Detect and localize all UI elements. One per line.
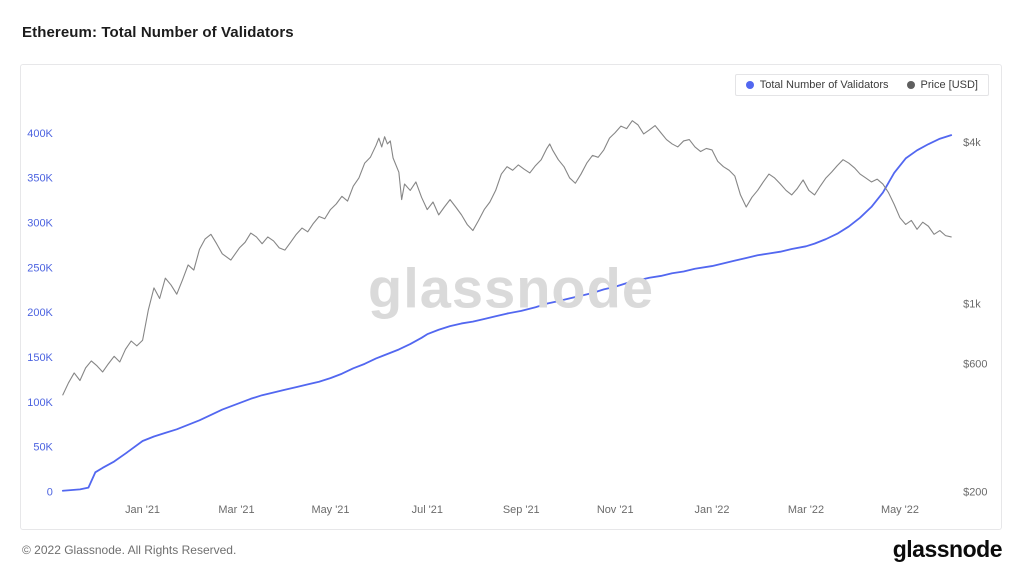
svg-text:250K: 250K	[27, 262, 53, 274]
svg-text:150K: 150K	[27, 352, 53, 364]
svg-text:Jan '22: Jan '22	[695, 504, 730, 516]
svg-text:May '22: May '22	[881, 504, 919, 516]
svg-text:50K: 50K	[33, 442, 53, 454]
footer-copyright: © 2022 Glassnode. All Rights Reserved.	[22, 543, 237, 557]
svg-text:$600: $600	[963, 358, 987, 370]
glassnode-logo: glassnode	[892, 536, 1003, 562]
svg-text:$1k: $1k	[963, 299, 981, 311]
page-title: Ethereum: Total Number of Validators	[22, 24, 294, 41]
svg-text:Jan '21: Jan '21	[125, 504, 160, 516]
svg-text:Nov '21: Nov '21	[597, 504, 634, 516]
legend-item-price[interactable]: Price [USD]	[906, 79, 978, 91]
svg-text:100K: 100K	[27, 397, 53, 409]
svg-text:May '21: May '21	[311, 504, 349, 516]
chart-svg[interactable]: 0 50K 100K 150K 200K 250K 300K 350K 400K $200 $600…	[21, 65, 1001, 529]
svg-text:Mar '22: Mar '22	[788, 504, 824, 516]
legend-item-label: Price [USD]	[920, 79, 978, 91]
svg-text:Mar '21: Mar '21	[218, 504, 254, 516]
legend-item-validators[interactable]: Total Number of Validators	[745, 79, 889, 91]
svg-text:$200: $200	[963, 487, 987, 499]
price-series-dot-icon	[906, 81, 915, 89]
svg-text:$4k: $4k	[963, 137, 981, 149]
validators-series-dot-icon	[745, 81, 754, 89]
svg-text:300K: 300K	[27, 217, 53, 229]
svg-text:350K: 350K	[27, 173, 53, 185]
svg-text:Jul '21: Jul '21	[412, 504, 443, 516]
svg-text:400K: 400K	[27, 128, 53, 140]
svg-text:200K: 200K	[27, 307, 53, 319]
chart-card: Total Number of Validators Price [USD] g…	[20, 64, 1002, 530]
svg-text:0: 0	[47, 487, 53, 499]
chart-legend: Total Number of Validators Price [USD]	[734, 74, 989, 96]
svg-text:Sep '21: Sep '21	[503, 504, 540, 516]
legend-item-label: Total Number of Validators	[759, 79, 889, 91]
watermark: glassnode	[368, 256, 654, 320]
